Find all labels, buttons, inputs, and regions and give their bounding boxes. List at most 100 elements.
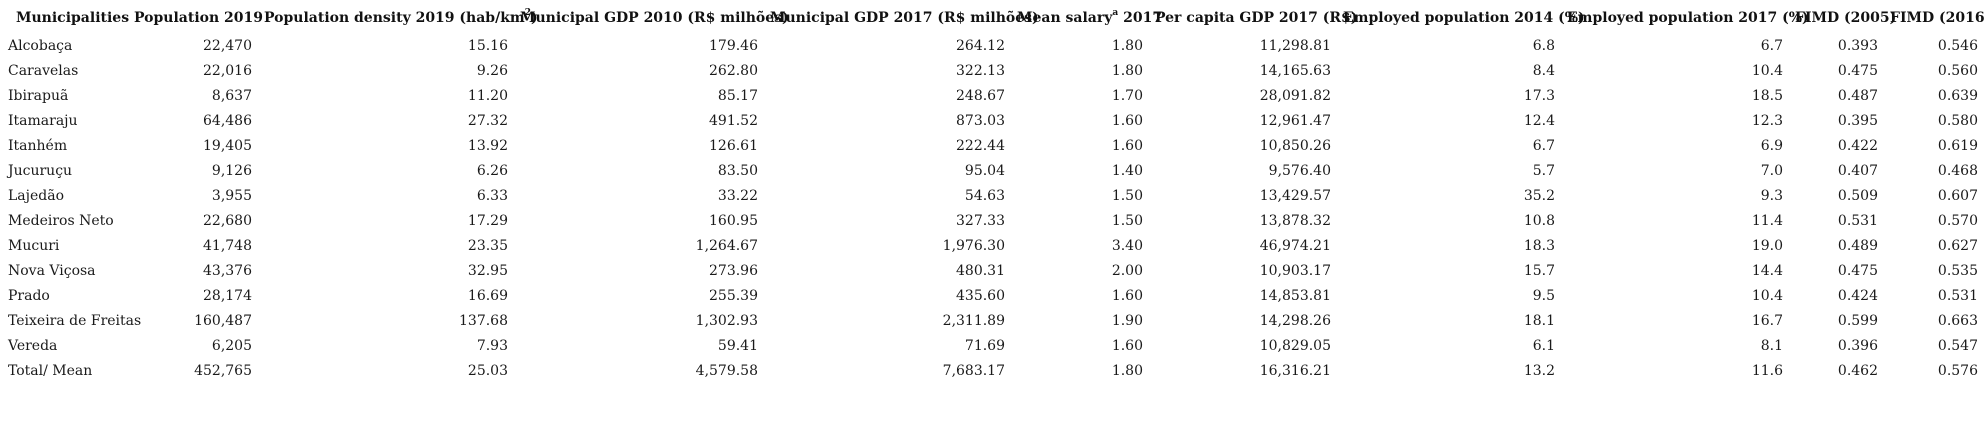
cell-fimd-2016: 0.619 [1937,137,1978,154]
cell-employed-2014: 35.2 [1523,187,1555,204]
cell-population-2019: 6,205 [211,337,252,354]
cell-employed-2014: 15.7 [1523,262,1555,279]
cell-gdp-2010: 262.80 [709,62,758,79]
table-row: Mucuri 41,748 23.35 1,264.67 1,976.30 3.40 46,… [0,233,1984,258]
header-gdp-2010: Municipal GDP 2010 (R$ milhões) [520,10,789,26]
table-row: Medeiros Neto 22,680 17.29 160.95 327.33 1.50… [0,208,1984,233]
cell-employed-2014: 10.8 [1523,212,1555,229]
cell-gdp-2017: 2,311.89 [942,312,1005,329]
cell-population-density: 13.92 [467,137,508,154]
cell-fimd-2005: 0.396 [1837,337,1878,354]
cell-per-capita-gdp: 14,298.26 [1259,312,1331,329]
cell-employed-2017: 16.7 [1751,312,1783,329]
cell-employed-2017: 6.9 [1760,137,1783,154]
cell-employed-2017: 10.4 [1751,62,1783,79]
cell-municipality: Caravelas [8,62,79,79]
cell-population-2019: 9,126 [211,162,252,179]
cell-gdp-2010: 160.95 [709,212,758,229]
cell-gdp-2010: 4,579.58 [695,362,758,379]
cell-population-2019: 22,016 [203,62,252,79]
cell-employed-2014: 17.3 [1523,87,1555,104]
cell-gdp-2017: 327.33 [956,212,1005,229]
cell-per-capita-gdp: 14,165.63 [1259,62,1331,79]
table-row: Teixeira de Freitas 160,487 137.68 1,302.93… [0,308,1984,333]
cell-per-capita-gdp: 12,961.47 [1259,112,1331,129]
cell-population-density: 17.29 [467,212,508,229]
cell-population-density: 23.35 [467,237,508,254]
header-gdp-2017: Municipal GDP 2017 (R$ milhões) [770,10,1039,26]
cell-fimd-2005: 0.475 [1837,262,1878,279]
cell-per-capita-gdp: 11,298.81 [1259,37,1331,54]
cell-population-density: 7.93 [476,337,508,354]
cell-fimd-2005: 0.509 [1837,187,1878,204]
cell-gdp-2010: 33.22 [717,187,758,204]
cell-mean-salary: 1.80 [1111,62,1143,79]
cell-fimd-2005: 0.395 [1837,112,1878,129]
cell-gdp-2017: 248.67 [956,87,1005,104]
header-employed-2014: Employed population 2014 (%) [1343,10,1585,26]
cell-gdp-2017: 222.44 [956,137,1005,154]
cell-municipality: Teixeira de Freitas [8,312,142,329]
data-table: Municipalities Population 2019 Populatio… [0,6,1984,383]
cell-gdp-2017: 1,976.30 [942,237,1005,254]
cell-population-2019: 160,487 [194,312,252,329]
cell-fimd-2016: 0.531 [1937,287,1978,304]
cell-gdp-2017: 71.69 [964,337,1005,354]
cell-gdp-2010: 273.96 [709,262,758,279]
cell-gdp-2017: 54.63 [964,187,1005,204]
cell-gdp-2010: 83.50 [717,162,758,179]
table-row: Ibirapuã 8,637 11.20 85.17 248.67 1.70 28,091.… [0,83,1984,108]
cell-population-density: 6.33 [476,187,508,204]
cell-municipality: Total/ Mean [8,362,93,379]
header-population-density: Population density 2019 (hab/km2) [258,6,538,33]
cell-per-capita-gdp: 16,316.21 [1259,362,1331,379]
cell-mean-salary: 1.60 [1111,137,1143,154]
table-header: Municipalities Population 2019 Populatio… [0,6,1984,33]
cell-municipality: Itanhém [8,137,68,154]
cell-gdp-2010: 126.61 [709,137,758,154]
cell-population-2019: 64,486 [203,112,252,129]
table-row: Jucuruçu 9,126 6.26 83.50 95.04 1.40 9,576.40 5… [0,158,1984,183]
cell-fimd-2005: 0.531 [1837,212,1878,229]
cell-mean-salary: 1.50 [1111,187,1143,204]
cell-employed-2014: 6.8 [1532,37,1555,54]
cell-population-density: 15.16 [467,37,508,54]
cell-fimd-2016: 0.639 [1937,87,1978,104]
cell-mean-salary: 1.80 [1111,362,1143,379]
cell-population-density: 9.26 [476,62,508,79]
cell-population-density: 25.03 [467,362,508,379]
cell-municipality: Alcobaça [8,37,73,54]
cell-employed-2014: 18.3 [1523,237,1555,254]
cell-municipality: Jucuruçu [8,162,73,179]
cell-municipality: Lajedão [8,187,65,204]
cell-employed-2017: 11.4 [1751,212,1783,229]
table-row: Vereda 6,205 7.93 59.41 71.69 1.60 10,829.05 6.… [0,333,1984,358]
cell-fimd-2016: 0.576 [1937,362,1978,379]
cell-gdp-2017: 322.13 [956,62,1005,79]
cell-population-2019: 41,748 [203,237,252,254]
cell-municipality: Itamaraju [8,112,78,129]
cell-population-density: 32.95 [467,262,508,279]
header-fimd-2005: FIMD (2005) [1795,10,1897,26]
cell-population-2019: 8,637 [211,87,252,104]
table-row: Nova Viçosa 43,376 32.95 273.96 480.31 2.00 10… [0,258,1984,283]
table-row: Itanhém 19,405 13.92 126.61 222.44 1.60 10,850… [0,133,1984,158]
table-row: Alcobaça 22,470 15.16 179.46 264.12 1.80 11,29… [0,33,1984,58]
cell-population-2019: 43,376 [203,262,252,279]
cell-fimd-2005: 0.489 [1837,237,1878,254]
cell-population-2019: 22,680 [203,212,252,229]
header-row: Municipalities Population 2019 Populatio… [0,6,1984,33]
cell-per-capita-gdp: 28,091.82 [1259,87,1331,104]
cell-fimd-2005: 0.407 [1837,162,1878,179]
cell-employed-2014: 8.4 [1532,62,1555,79]
cell-per-capita-gdp: 13,429.57 [1259,187,1331,204]
cell-fimd-2005: 0.422 [1837,137,1878,154]
cell-employed-2017: 12.3 [1751,112,1783,129]
cell-fimd-2016: 0.627 [1937,237,1978,254]
header-density-text: Population density 2019 (hab/km [264,10,525,26]
cell-gdp-2017: 7,683.17 [942,362,1005,379]
cell-employed-2014: 18.1 [1523,312,1555,329]
table-row: Prado 28,174 16.69 255.39 435.60 1.60 14,853.8… [0,283,1984,308]
table-row: Itamaraju 64,486 27.32 491.52 873.03 1.60 12,9… [0,108,1984,133]
cell-per-capita-gdp: 46,974.21 [1259,237,1331,254]
